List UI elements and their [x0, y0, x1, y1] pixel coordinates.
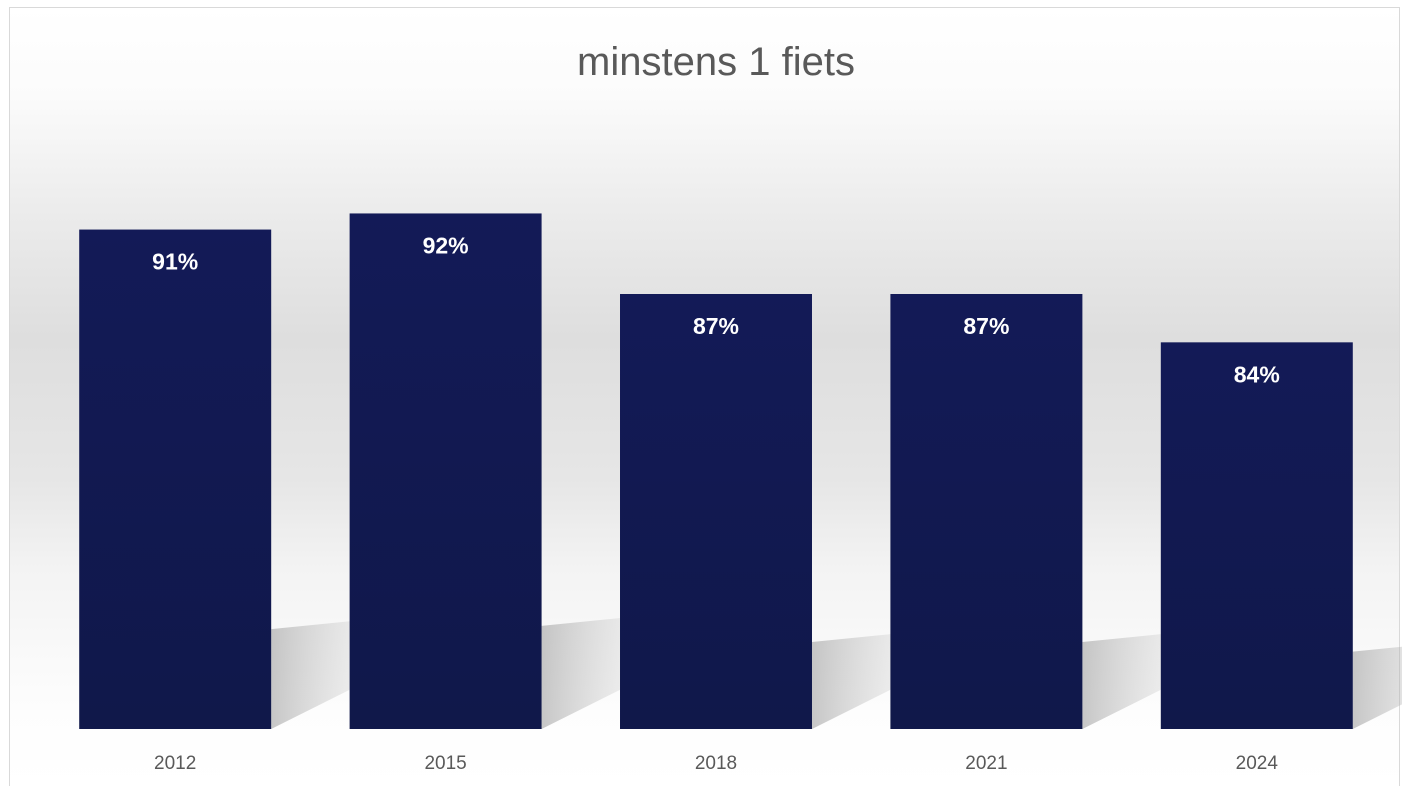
- bar-2018: [620, 294, 812, 729]
- bar-2015: [349, 213, 542, 729]
- bar-2021: [890, 294, 1083, 729]
- chart-title: minstens 1 fiets: [577, 40, 855, 84]
- data-label-2018: 87%: [693, 313, 739, 339]
- x-tick-2015: 2015: [424, 753, 466, 774]
- x-tick-2012: 2012: [154, 753, 196, 774]
- bar-shadow: [1082, 634, 1163, 729]
- data-label-2024: 84%: [1234, 361, 1280, 387]
- x-axis-tick-labels: 2012 2015 2018 2021 2024: [154, 753, 1278, 774]
- bar-2012: [79, 229, 272, 730]
- bars-group: [79, 213, 1353, 730]
- data-label-2012: 91%: [152, 249, 198, 275]
- bar-shadow: [271, 621, 352, 729]
- bar-shadows: [271, 617, 1402, 729]
- x-tick-2021: 2021: [965, 753, 1007, 774]
- x-tick-2018: 2018: [695, 753, 737, 774]
- data-label-2021: 87%: [963, 313, 1009, 339]
- bar-shadow: [541, 617, 622, 729]
- data-label-2015: 92%: [423, 232, 469, 258]
- bar-2024: [1160, 342, 1353, 729]
- bar-shadow: [811, 634, 892, 729]
- data-labels-group: 91% 92% 87% 87% 84%: [152, 232, 1280, 387]
- bar-shadow: [1352, 646, 1402, 729]
- x-tick-2024: 2024: [1236, 753, 1279, 774]
